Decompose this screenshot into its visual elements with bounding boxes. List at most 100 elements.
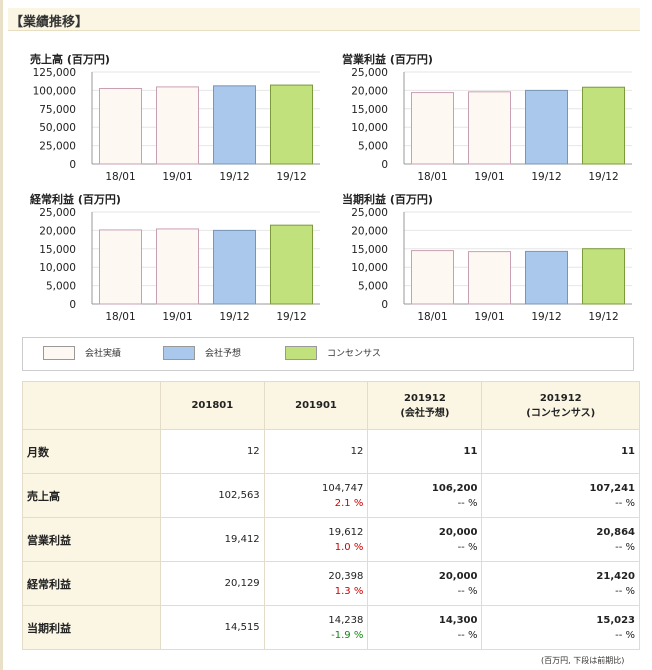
y-tick-label: 5,000	[46, 281, 76, 293]
cell-value: 11	[463, 446, 478, 457]
table-footnote: (百万円, 下段は前期比)	[541, 656, 625, 665]
bar	[270, 84, 313, 165]
x-tick-label: 19/12	[531, 311, 561, 323]
chart-svg: 当期利益 (百万円)25,000 20,000 15,000 10,000 5,000 0…	[342, 192, 632, 323]
chart-svg: 売上高 (百万円)125,000 100,000 75,000 50,000 25,00…	[30, 52, 320, 183]
y-tick-label: 25,000	[39, 141, 76, 153]
y-tick-label: 15,000	[351, 244, 388, 256]
section-title: 【業績推移】	[10, 15, 89, 30]
x-tick-label: 19/01	[162, 311, 192, 323]
table-cell: 12	[263, 429, 369, 474]
chart-title: 当期利益 (百万円)	[342, 192, 433, 206]
table-header-row: 201801 201901 201912 (会社予想) 201912 (コンセンサス…	[22, 381, 640, 430]
y-tick-label: 0	[381, 159, 388, 171]
y-tick-label: 25,000	[351, 207, 388, 219]
y-tick-label: 0	[381, 299, 388, 311]
row-label: 月数	[22, 429, 161, 474]
table-cell: 20,398 1.3 %	[263, 561, 369, 606]
bar	[582, 86, 625, 165]
bar	[525, 89, 568, 165]
chart-legend: 会社実績 会社予想 コンセンサス	[22, 337, 634, 371]
chart-sales: 売上高 (百万円) 125,000 100,000 75,000 50,000 25,00…	[30, 52, 330, 183]
cell-value: 20,129	[224, 578, 260, 589]
cell-change: -- %	[457, 541, 478, 553]
table-cell: 14,300 -- %	[367, 605, 483, 650]
table-cell: 11	[481, 429, 640, 474]
cell-value: 14,515	[224, 622, 260, 633]
bar	[99, 229, 142, 305]
chart-title: 営業利益 (百万円)	[342, 52, 433, 66]
bar	[582, 248, 625, 305]
cell-change: 1.3 %	[334, 585, 364, 597]
legend-label: 会社実績	[85, 349, 122, 359]
cell-value: 19,612	[328, 526, 364, 538]
row-label: 売上高	[22, 473, 161, 518]
table-cell: 104,747 2.1 %	[263, 473, 369, 518]
header-line: 201912	[404, 392, 446, 404]
x-tick-label: 18/01	[105, 171, 135, 183]
header-corner	[22, 381, 161, 430]
y-tick-label: 20,000	[39, 225, 76, 237]
legend-swatch	[285, 346, 317, 360]
chart-net-profit: 当期利益 (百万円) 25,000 20,000 15,000 10,000 5,000 0…	[342, 192, 642, 323]
cell-value: 20,000	[438, 570, 478, 582]
y-tick-label: 20,000	[351, 225, 388, 237]
cell-change: -- %	[615, 585, 635, 597]
legend-swatch	[43, 346, 75, 360]
bar	[411, 92, 454, 165]
y-tick-label: 75,000	[39, 104, 76, 116]
y-tick-label: 10,000	[351, 122, 388, 134]
bar	[270, 224, 313, 305]
earnings-table: 201801 201901 201912 (会社予想) 201912 (コンセンサス…	[22, 381, 640, 650]
table-row: 当期利益 14,515 14,238 -1.9 % 14,300 -- % 15,023 --…	[22, 605, 640, 650]
y-tick-label: 0	[69, 159, 76, 171]
y-tick-label: 10,000	[39, 262, 76, 274]
table-cell: 20,000 -- %	[367, 517, 483, 562]
bar	[99, 88, 142, 165]
cell-value: 14,300	[438, 614, 478, 626]
cell-value: 104,747	[321, 482, 364, 494]
table-cell: 20,864 -- %	[481, 517, 640, 562]
table-cell: 102,563	[160, 473, 265, 518]
table-cell: 20,000 -- %	[367, 561, 483, 606]
y-tick-label: 100,000	[33, 85, 76, 97]
cell-value: 19,412	[224, 534, 260, 545]
header-201801: 201801	[160, 381, 265, 430]
header-line: (コンセンサス)	[526, 407, 596, 419]
cell-value: 11	[621, 446, 635, 457]
table-cell: 107,241 -- %	[481, 473, 640, 518]
table-cell: 20,129	[160, 561, 265, 606]
table-cell: 19,612 1.0 %	[263, 517, 369, 562]
header-201901: 201901	[263, 381, 369, 430]
chart-svg: 営業利益 (百万円)25,000 20,000 15,000 10,000 5,000 0…	[342, 52, 632, 183]
header-line: (会社予想)	[400, 407, 450, 419]
bar	[411, 250, 454, 305]
cell-value: 20,000	[438, 526, 478, 538]
bar	[468, 91, 511, 165]
bar	[468, 251, 511, 305]
chart-title: 売上高 (百万円)	[30, 52, 110, 66]
header-line: 201912	[539, 392, 582, 404]
y-tick-label: 20,000	[351, 85, 388, 97]
x-tick-label: 19/12	[588, 311, 618, 323]
x-tick-label: 18/01	[417, 311, 447, 323]
cell-value: 12	[246, 446, 260, 457]
x-tick-label: 19/12	[588, 171, 618, 183]
header-201912-consensus: 201912 (コンセンサス)	[481, 381, 640, 430]
cell-change: 1.0 %	[334, 541, 364, 553]
y-tick-label: 10,000	[351, 262, 388, 274]
chart-operating-profit: 営業利益 (百万円) 25,000 20,000 15,000 10,000 5,000 0…	[342, 52, 642, 183]
cell-change: -- %	[457, 629, 478, 641]
cell-change: 2.1 %	[334, 497, 364, 509]
table-cell: 14,515	[160, 605, 265, 650]
table-cell: 106,200 -- %	[367, 473, 483, 518]
cell-change: -- %	[615, 541, 635, 553]
x-tick-label: 18/01	[105, 311, 135, 323]
table-row: 売上高 102,563 104,747 2.1 % 106,200 -- % 107,241…	[22, 473, 640, 518]
y-tick-label: 125,000	[33, 67, 76, 79]
chart-title: 経常利益 (百万円)	[30, 192, 121, 206]
bar	[156, 86, 199, 165]
cell-change: -- %	[457, 585, 478, 597]
cell-value: 20,864	[596, 526, 635, 538]
legend-label: コンセンサス	[327, 349, 381, 359]
